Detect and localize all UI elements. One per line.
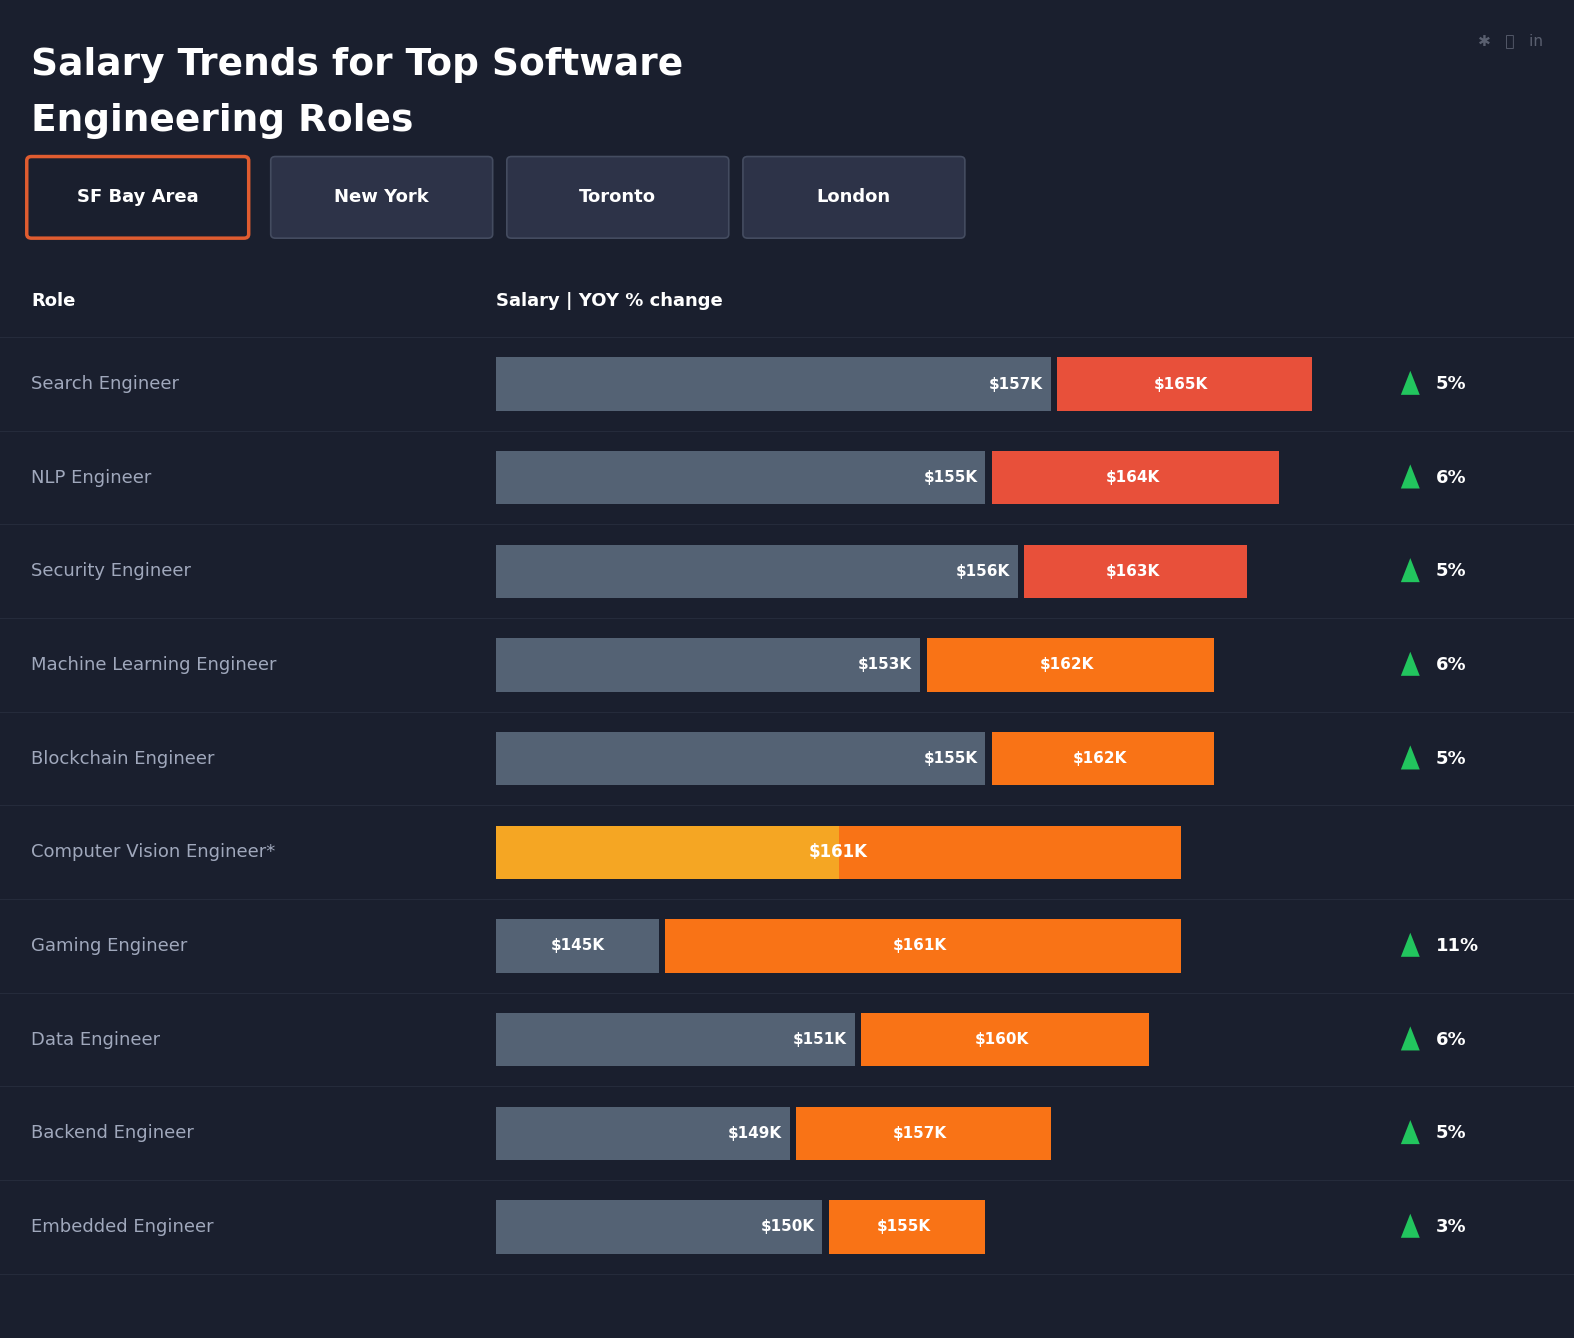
Text: 6%: 6%	[1435, 468, 1465, 487]
Text: $157K: $157K	[988, 376, 1044, 392]
FancyBboxPatch shape	[1025, 545, 1247, 598]
Text: $165K: $165K	[1154, 376, 1209, 392]
Text: $153K: $153K	[858, 657, 913, 673]
Text: Security Engineer: Security Engineer	[31, 562, 192, 581]
Text: New York: New York	[334, 189, 430, 206]
FancyBboxPatch shape	[992, 732, 1214, 785]
Text: $150K: $150K	[760, 1219, 814, 1235]
Text: $155K: $155K	[924, 470, 977, 486]
FancyBboxPatch shape	[992, 451, 1280, 504]
FancyBboxPatch shape	[496, 919, 660, 973]
Polygon shape	[1401, 558, 1420, 582]
Text: Backend Engineer: Backend Engineer	[31, 1124, 194, 1143]
Text: 5%: 5%	[1435, 749, 1465, 768]
Polygon shape	[1401, 745, 1420, 769]
FancyBboxPatch shape	[927, 638, 1214, 692]
FancyBboxPatch shape	[496, 732, 985, 785]
FancyBboxPatch shape	[496, 545, 1018, 598]
FancyBboxPatch shape	[861, 1013, 1149, 1066]
FancyBboxPatch shape	[839, 826, 1182, 879]
Text: $156K: $156K	[955, 563, 1011, 579]
FancyBboxPatch shape	[496, 1013, 855, 1066]
FancyBboxPatch shape	[496, 451, 985, 504]
Text: $160K: $160K	[974, 1032, 1029, 1048]
FancyBboxPatch shape	[496, 826, 839, 879]
Text: Role: Role	[31, 292, 76, 309]
Text: NLP Engineer: NLP Engineer	[31, 468, 151, 487]
FancyBboxPatch shape	[743, 157, 965, 238]
Text: Salary Trends for Top Software: Salary Trends for Top Software	[31, 47, 683, 83]
FancyBboxPatch shape	[666, 919, 1182, 973]
Text: Toronto: Toronto	[579, 189, 656, 206]
Text: Data Engineer: Data Engineer	[31, 1030, 161, 1049]
Text: $157K: $157K	[892, 1125, 948, 1141]
FancyBboxPatch shape	[496, 638, 921, 692]
Text: 6%: 6%	[1435, 1030, 1465, 1049]
FancyBboxPatch shape	[496, 1200, 822, 1254]
Text: $161K: $161K	[809, 843, 869, 862]
Text: Search Engineer: Search Engineer	[31, 375, 179, 393]
FancyBboxPatch shape	[496, 357, 1051, 411]
Text: ✱   🐦   in: ✱ 🐦 in	[1478, 33, 1543, 48]
FancyBboxPatch shape	[507, 157, 729, 238]
Text: London: London	[817, 189, 891, 206]
Text: Gaming Engineer: Gaming Engineer	[31, 937, 187, 955]
Text: $149K: $149K	[727, 1125, 782, 1141]
Text: Computer Vision Engineer*: Computer Vision Engineer*	[31, 843, 275, 862]
Polygon shape	[1401, 371, 1420, 395]
FancyBboxPatch shape	[496, 1107, 790, 1160]
Polygon shape	[1401, 652, 1420, 676]
Text: Engineering Roles: Engineering Roles	[31, 103, 414, 139]
Text: 5%: 5%	[1435, 562, 1465, 581]
Text: Blockchain Engineer: Blockchain Engineer	[31, 749, 216, 768]
Polygon shape	[1401, 1120, 1420, 1144]
FancyBboxPatch shape	[828, 1200, 985, 1254]
Text: $164K: $164K	[1105, 470, 1160, 486]
Text: 5%: 5%	[1435, 375, 1465, 393]
Text: $145K: $145K	[551, 938, 604, 954]
FancyBboxPatch shape	[271, 157, 493, 238]
Polygon shape	[1401, 464, 1420, 488]
Text: 3%: 3%	[1435, 1218, 1465, 1236]
Text: 6%: 6%	[1435, 656, 1465, 674]
Text: $163K: $163K	[1105, 563, 1160, 579]
Text: $155K: $155K	[877, 1219, 930, 1235]
FancyBboxPatch shape	[1058, 357, 1313, 411]
Text: 5%: 5%	[1435, 1124, 1465, 1143]
Text: $161K: $161K	[892, 938, 948, 954]
FancyBboxPatch shape	[796, 1107, 1051, 1160]
Text: $162K: $162K	[1040, 657, 1094, 673]
Text: Machine Learning Engineer: Machine Learning Engineer	[31, 656, 277, 674]
Polygon shape	[1401, 1026, 1420, 1050]
Text: Salary | YOY % change: Salary | YOY % change	[496, 292, 722, 309]
Polygon shape	[1401, 933, 1420, 957]
Polygon shape	[1401, 1214, 1420, 1238]
Text: $162K: $162K	[1072, 751, 1127, 767]
Text: Embedded Engineer: Embedded Engineer	[31, 1218, 214, 1236]
Text: $151K: $151K	[793, 1032, 847, 1048]
Text: 11%: 11%	[1435, 937, 1478, 955]
FancyBboxPatch shape	[27, 157, 249, 238]
Text: $155K: $155K	[924, 751, 977, 767]
Text: SF Bay Area: SF Bay Area	[77, 189, 198, 206]
